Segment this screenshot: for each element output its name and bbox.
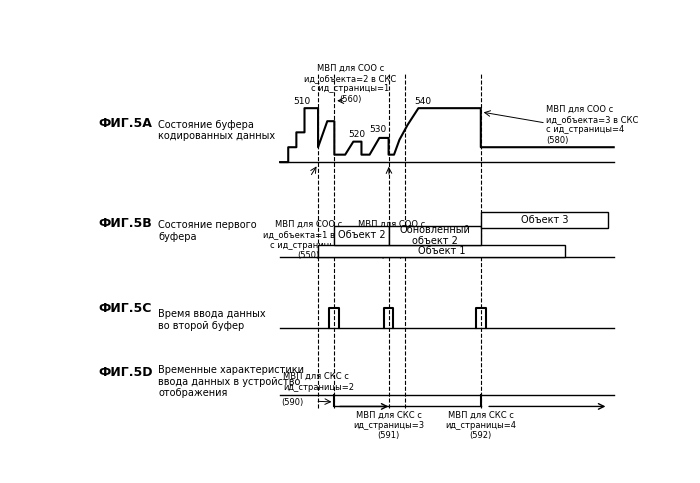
Text: ФИГ.5С: ФИГ.5С [98,302,152,315]
Text: Время ввода данных
во второй буфер: Время ввода данных во второй буфер [158,309,265,331]
Text: Объект 1: Объект 1 [418,246,466,256]
Text: Обновленный
объект 2: Обновленный объект 2 [399,225,470,246]
Text: 540: 540 [414,97,431,106]
Text: МВП для СОО с
ид_объекта=2 в СКС
с ид_страницы=1
(560): МВП для СОО с ид_объекта=2 в СКС с ид_ст… [304,64,397,104]
Text: (590): (590) [281,398,304,407]
Text: ФИГ.5А: ФИГ.5А [98,116,152,129]
Text: ФИГ.5В: ФИГ.5В [98,217,152,230]
Text: 520: 520 [349,129,365,139]
Text: Временные характеристики
ввода данных в устройство
отображения: Временные характеристики ввода данных в … [158,365,304,398]
Text: Объект 3: Объект 3 [521,215,568,225]
Text: МВП для СОО с
ид_объекта=2 в СКС
с ид_страницы=3
(570): МВП для СОО с ид_объекта=2 в СКС с ид_ст… [345,220,438,260]
Text: Состояние буфера
кодированных данных: Состояние буфера кодированных данных [158,120,275,142]
Text: Состояние первого
буфера: Состояние первого буфера [158,220,257,242]
Text: МВП для СОО с
ид_объекта=1 в СКС
с ид_страницы=1
(550): МВП для СОО с ид_объекта=1 в СКС с ид_ст… [262,220,355,260]
Text: 510: 510 [293,97,310,106]
Bar [335,226,388,245]
Bar [481,212,608,227]
Bar [318,245,565,257]
Text: МВП для СКС с
ид_страницы=2: МВП для СКС с ид_страницы=2 [283,372,354,392]
Text: ФИГ.5D: ФИГ.5D [98,366,153,379]
Text: МВП для СКС с
ид_страницы=3
(591): МВП для СКС с ид_страницы=3 (591) [353,411,424,440]
Text: МВП для СКС с
ид_страницы=4
(592): МВП для СКС с ид_страницы=4 (592) [445,411,517,440]
Text: МВП для СОО с
ид_объекта=3 в СКС
с ид_страницы=4
(580): МВП для СОО с ид_объекта=3 в СКС с ид_ст… [546,104,638,144]
Text: 530: 530 [369,125,386,134]
Text: Объект 2: Объект 2 [337,230,385,241]
Bar [389,226,481,245]
